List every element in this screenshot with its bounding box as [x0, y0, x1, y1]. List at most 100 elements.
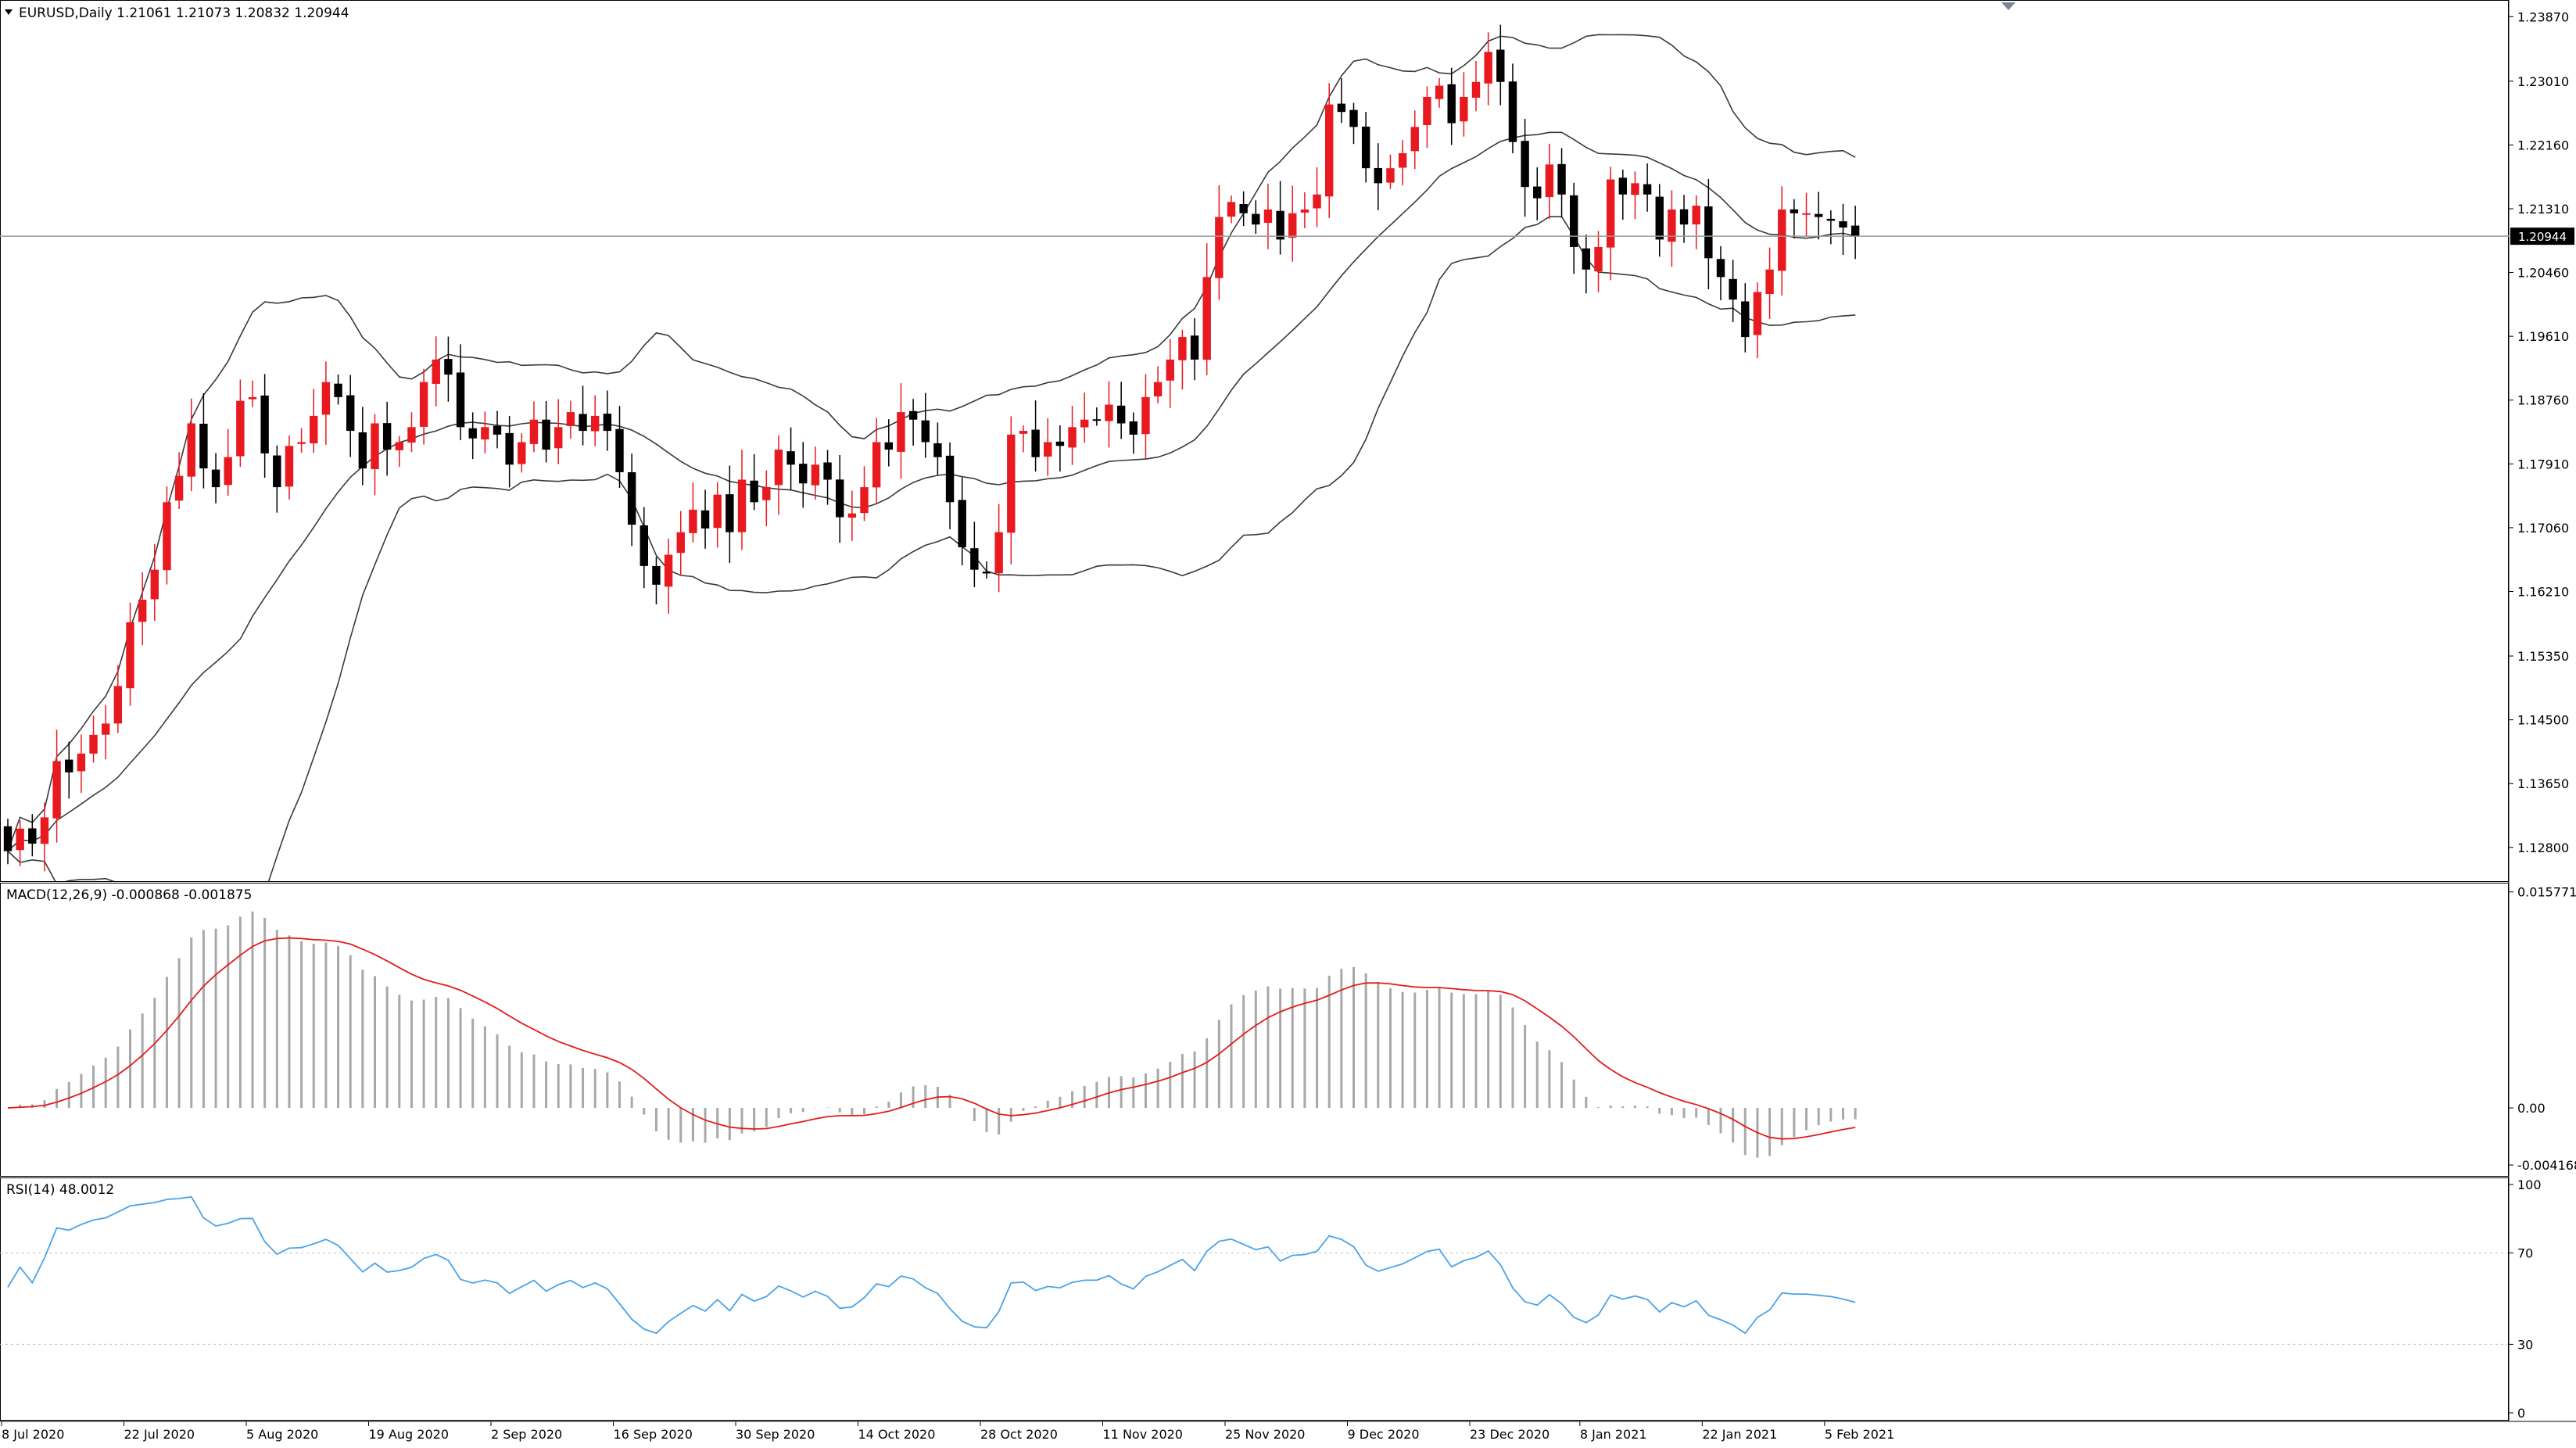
candle-body [529, 419, 539, 444]
candle-body [1239, 204, 1248, 213]
candle [860, 466, 869, 521]
chart-shift-marker-icon[interactable] [2001, 2, 2015, 10]
candle [444, 336, 453, 402]
current-price-tag [2510, 228, 2574, 246]
candle-body [1215, 217, 1224, 278]
candle-body [1704, 206, 1713, 259]
candle [640, 507, 648, 589]
rsi-pane[interactable] [0, 1177, 2509, 1421]
bollinger-lower-line [7, 216, 1856, 881]
candle [1496, 24, 1505, 106]
candle [52, 729, 61, 843]
candle [529, 401, 539, 453]
candle [321, 361, 331, 445]
candle [163, 486, 171, 585]
candle-body [1484, 52, 1492, 84]
candle [1582, 235, 1591, 294]
candle [1398, 140, 1407, 186]
candle-body [689, 509, 697, 533]
candle [1815, 192, 1823, 240]
price-tick-label: 1.20460 [2517, 266, 2569, 281]
macd-indicator [7, 911, 1857, 1158]
candle [432, 336, 440, 407]
candle [726, 465, 734, 564]
candle-body [1533, 186, 1542, 199]
candle [395, 435, 403, 467]
candle-body [1325, 104, 1334, 197]
candle [211, 453, 220, 504]
candle [126, 602, 134, 706]
candle-body [1753, 292, 1762, 335]
candle [1716, 246, 1725, 301]
candle-body [468, 428, 477, 439]
candle [1337, 78, 1346, 124]
candle-body [542, 419, 550, 450]
candle-body [1508, 81, 1517, 142]
candle [652, 557, 661, 605]
candle-body [432, 359, 440, 384]
candle-body [1227, 202, 1236, 217]
candle [150, 543, 159, 622]
candle [1570, 182, 1578, 274]
rsi-tick-label: 0 [2517, 1406, 2525, 1421]
candle [1007, 416, 1016, 565]
candle [1447, 67, 1456, 145]
candle-body [872, 442, 881, 488]
candle [847, 490, 857, 541]
candle-body [1361, 126, 1370, 169]
candle [1080, 392, 1089, 443]
candle [1105, 381, 1113, 448]
candle [933, 422, 942, 475]
candle-body [726, 494, 734, 532]
candle-body [1716, 259, 1725, 278]
candle [872, 418, 881, 504]
candle-body [334, 383, 342, 397]
candle [958, 477, 966, 566]
time-tick-label: 5 Feb 2021 [1825, 1427, 1894, 1442]
candle-body [505, 432, 514, 465]
candle-body [1471, 81, 1481, 99]
candle [481, 411, 489, 453]
candle [1741, 283, 1750, 353]
chart-menu-triangle-icon[interactable] [5, 9, 13, 15]
candle [1729, 260, 1737, 323]
candle-body [786, 451, 795, 465]
candle-body [407, 427, 416, 443]
macd-tick-label: 0.00 [2517, 1101, 2546, 1116]
macd-signal-line [7, 937, 1856, 1140]
macd-pane[interactable] [0, 883, 2509, 1177]
candle [1606, 167, 1615, 281]
candle [1044, 418, 1052, 476]
candle-body [518, 442, 526, 464]
rsi-tick-label: 100 [2517, 1177, 2542, 1192]
candle [1753, 282, 1762, 359]
candle-body [994, 532, 1003, 574]
candle [1790, 199, 1799, 238]
candle [358, 407, 367, 486]
candle [566, 400, 575, 439]
candle-body [1582, 248, 1591, 270]
candle [1092, 407, 1102, 426]
time-tick-label: 14 Oct 2020 [858, 1427, 936, 1442]
candle-body [1839, 221, 1847, 228]
candle [1655, 184, 1664, 257]
macd-tick-label: 0.015771 [2517, 885, 2576, 900]
candle-body [3, 826, 13, 851]
candle-body [260, 395, 269, 453]
candle [371, 414, 379, 496]
candle [28, 814, 37, 857]
candle [1055, 425, 1065, 472]
candle-body [297, 442, 306, 444]
candle-body [1068, 427, 1077, 448]
candle [1435, 77, 1444, 108]
candle-body [847, 513, 857, 518]
candle-body [1141, 396, 1150, 435]
candle [1068, 406, 1077, 465]
candle-body [1815, 213, 1823, 217]
current-price-label: 1.20944 [2518, 230, 2567, 244]
price-tick-label: 1.23010 [2517, 74, 2569, 89]
candle-body [138, 600, 147, 622]
candle-body [921, 420, 930, 443]
candle [334, 374, 342, 405]
candle-body [664, 554, 673, 587]
